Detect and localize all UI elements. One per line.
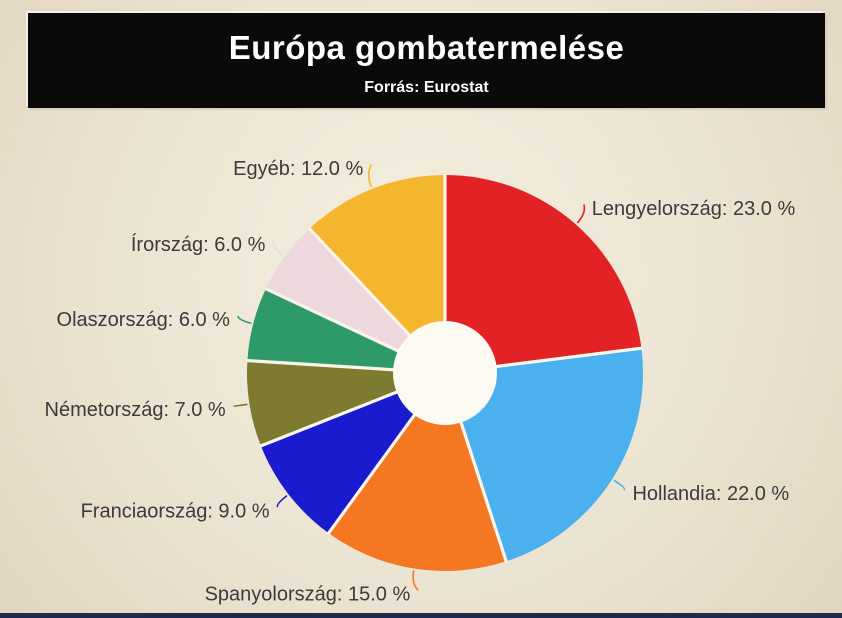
bottom-accent-bar <box>0 613 842 618</box>
slice-label-7: Írország: 6.0 % <box>131 233 266 256</box>
slice-connector-7 <box>272 240 284 257</box>
slice-connector-1 <box>576 204 586 224</box>
slice-label-1: Lengyelország: 23.0 % <box>592 198 796 220</box>
slice-label-2: Hollandia: 22.0 % <box>632 483 789 505</box>
chart-title: Európa gombatermelése <box>228 29 625 67</box>
slice-connector-6 <box>237 315 252 325</box>
slice-connector-8 <box>367 164 373 188</box>
pie-slice-4[interactable] <box>260 373 445 534</box>
slice-label-3: Spanyolország: 15.0 % <box>205 584 411 606</box>
pie-slice-6[interactable] <box>247 288 445 373</box>
chart-subtitle: Forrás: Eurostat <box>364 78 489 96</box>
slice-label-4: Franciaország: 9.0 % <box>81 500 270 522</box>
pie-slice-1[interactable] <box>445 175 642 373</box>
slice-label-5: Németország: 7.0 % <box>45 399 226 421</box>
slice-connector-4 <box>276 494 288 508</box>
slice-label-6: Olaszország: 6.0 % <box>57 309 231 331</box>
chart-header: Európa gombatermelése Forrás: Eurostat <box>28 13 825 108</box>
pie-slice-8[interactable] <box>309 175 445 373</box>
pie-slice-7[interactable] <box>265 228 445 373</box>
slice-connector-2 <box>613 479 626 491</box>
slice-label-8: Egyéb: 12.0 % <box>233 158 363 180</box>
slice-connector-5 <box>232 403 248 407</box>
pie-slice-3[interactable] <box>328 373 507 571</box>
slice-connector-3 <box>412 570 419 591</box>
pie-slice-2[interactable] <box>445 348 644 562</box>
donut-hole <box>393 321 497 425</box>
